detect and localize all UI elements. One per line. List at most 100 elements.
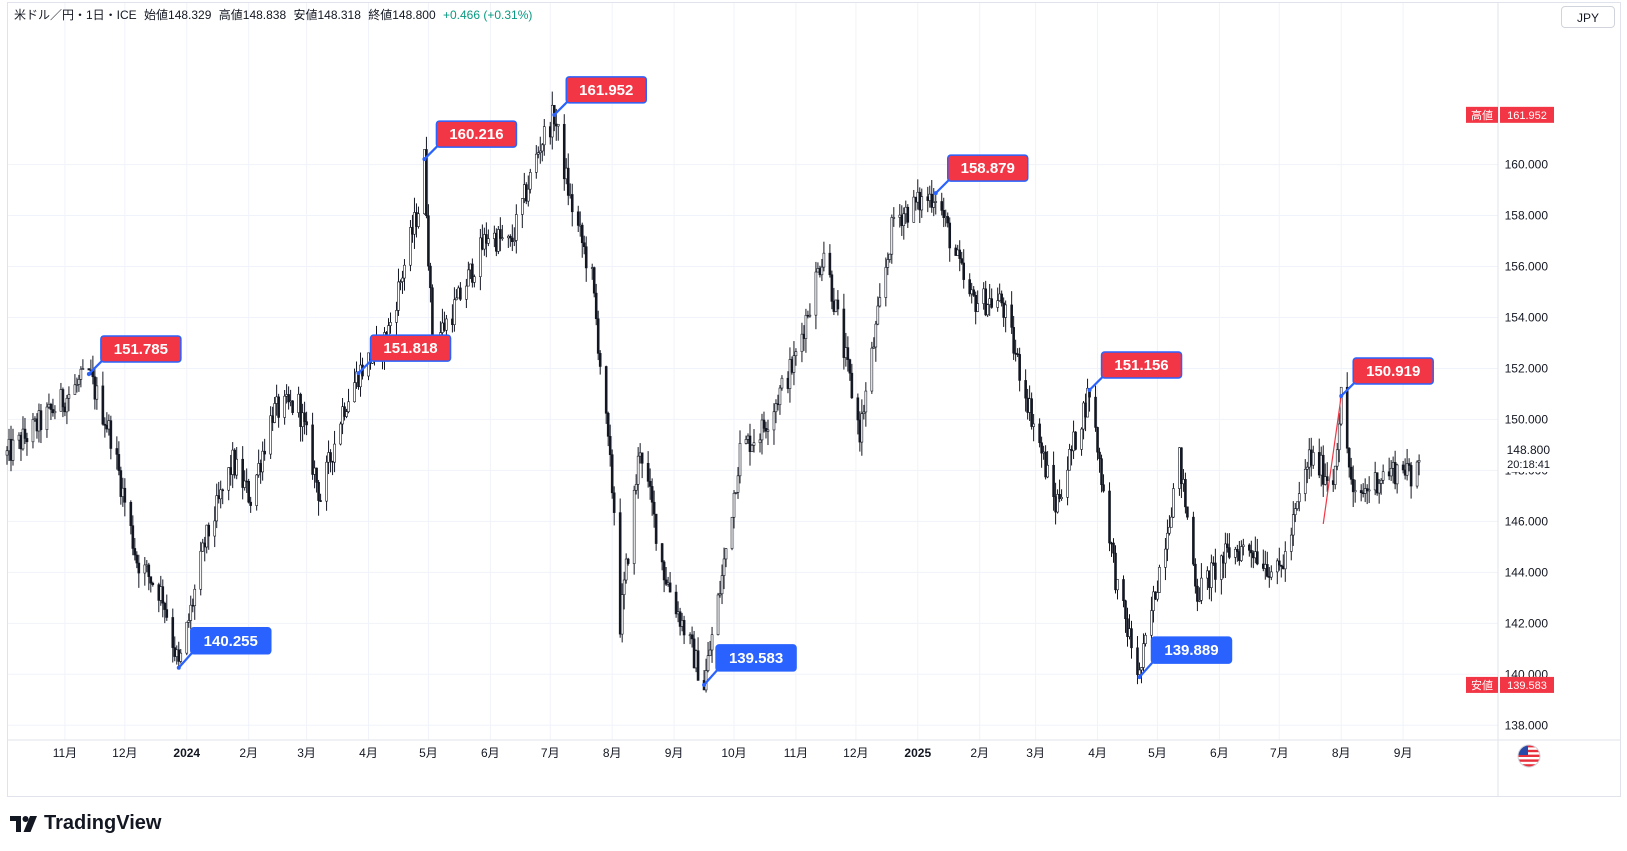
candle-body (479, 237, 482, 277)
candle-body (187, 620, 191, 623)
candle-body (95, 385, 99, 400)
candle-body (1052, 464, 1055, 497)
time-tick-label: 2024 (173, 746, 200, 760)
candle-body (329, 452, 332, 462)
candle-body (1351, 479, 1355, 493)
candle-body (634, 484, 638, 491)
candle-body (1401, 464, 1405, 471)
trough-callout[interactable] (715, 644, 797, 672)
candle-body (1339, 386, 1343, 425)
candle-body (622, 579, 626, 595)
candle-body (1337, 423, 1341, 451)
peak-callout[interactable] (1352, 357, 1434, 385)
candle-body (65, 397, 69, 413)
candle-body (730, 516, 734, 549)
candle-body (654, 513, 658, 544)
time-tick-label: 3月 (297, 746, 316, 760)
candle-body (1311, 452, 1315, 466)
candle-body (311, 424, 314, 475)
peak-callout[interactable] (947, 154, 1029, 182)
candle-body (515, 214, 518, 241)
candle-body (131, 525, 135, 549)
candle-body (566, 167, 570, 196)
candle-body (788, 359, 792, 389)
candle-body (526, 188, 530, 202)
candle-body (1279, 564, 1283, 567)
candle-body (772, 411, 776, 431)
candle-body (189, 604, 193, 621)
time-tick-label: 4月 (359, 746, 378, 760)
candle-body (674, 591, 678, 615)
candle-body (445, 318, 448, 331)
candle-body (1381, 471, 1385, 481)
current-price-label: 148.800 (1507, 443, 1551, 457)
candle-body (23, 428, 27, 439)
peak-callout[interactable] (565, 76, 648, 104)
candle-body (632, 489, 636, 564)
us-flag-icon[interactable] (1517, 744, 1541, 768)
candle-body (1040, 442, 1043, 454)
candle-body (1277, 560, 1281, 566)
candle-body (427, 215, 430, 267)
candle-body (511, 237, 514, 243)
trough-callout[interactable] (1150, 636, 1233, 664)
peak-callout[interactable] (369, 334, 452, 362)
candle-body (345, 411, 348, 417)
candle-body (487, 238, 490, 244)
candle-body (536, 152, 540, 155)
candle-body (606, 413, 610, 437)
candle-body (960, 258, 964, 264)
candle-body (161, 586, 165, 604)
candle-body (1367, 489, 1371, 492)
callout-anchor-dot (1339, 394, 1344, 399)
tradingview-logo[interactable]: TradingView (10, 812, 161, 835)
candle-body (45, 406, 49, 430)
candle-body (1345, 386, 1349, 449)
price-tick-label: 144.000 (1505, 565, 1549, 579)
candle-body (1080, 428, 1083, 450)
candle-body (163, 602, 167, 610)
time-tick-label: 4月 (1088, 746, 1107, 760)
candle-body (748, 435, 752, 452)
candle-body (243, 480, 246, 488)
candle-body (101, 385, 105, 425)
candle-body (876, 305, 880, 325)
symbol-name[interactable]: 米ドル／円・1日・ICE (14, 8, 137, 22)
candle-body (1150, 610, 1153, 636)
candle-body (1389, 467, 1393, 477)
candle-body (497, 229, 500, 252)
candle-body (429, 265, 432, 289)
candle-body (249, 501, 252, 506)
candle-body (1114, 552, 1117, 591)
currency-button[interactable]: JPY (1561, 6, 1615, 28)
trend-line[interactable] (1322, 395, 1342, 525)
candle-body (1333, 465, 1337, 485)
candle-body (1240, 546, 1243, 561)
candle-body (339, 423, 342, 445)
candle-body (1305, 466, 1309, 470)
candle-body (1234, 549, 1237, 558)
candle-body (499, 229, 502, 239)
candle-body (870, 347, 874, 392)
high-tag-value-box (1500, 106, 1554, 123)
candle-body (594, 292, 598, 320)
candle-body (856, 397, 860, 421)
peak-callout[interactable] (1100, 351, 1183, 379)
candle-body (1100, 458, 1103, 486)
candle-body (612, 492, 616, 513)
trough-callout[interactable] (190, 627, 272, 655)
callout-anchor-dot (176, 665, 181, 670)
peak-callout-text: 151.818 (383, 340, 437, 357)
candle-body (1220, 555, 1223, 580)
candle-body (471, 263, 474, 283)
candle-body (207, 524, 211, 537)
peak-callout[interactable] (100, 335, 182, 363)
callout-anchor-dot (702, 682, 707, 687)
candle-body (1321, 454, 1325, 485)
peak-callout[interactable] (435, 120, 518, 148)
time-tick-label: 9月 (665, 746, 684, 760)
candle-body (1012, 327, 1015, 354)
candle-body (582, 242, 586, 248)
time-tick-label: 6月 (481, 746, 500, 760)
